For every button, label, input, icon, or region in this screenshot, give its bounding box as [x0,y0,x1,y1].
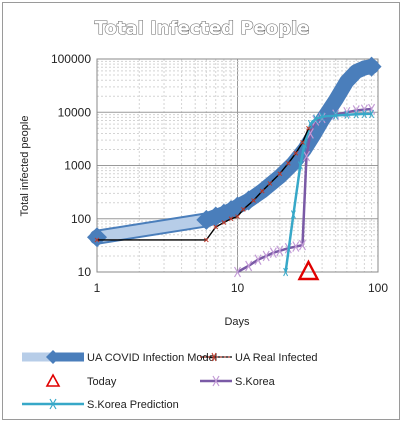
legend-label-skorea: S.Korea [235,376,276,388]
series-point-ua-real [300,140,305,145]
y-tick-label: 1000 [64,159,91,173]
legend-cross-cyan-icon [49,398,57,410]
y-axis-label: Total infected people [19,116,31,217]
series-point-skorea [276,245,284,257]
series-point-skorea [233,266,242,278]
series-point-skorea-prediction [297,161,303,170]
legend-label-skorea-prediction: S.Korea Prediction [87,399,179,411]
series-point-ua-real [240,207,246,212]
series-point-ua-real [277,171,283,177]
legend-item-skorea: S.Korea [200,375,276,388]
series-line-ua-model-light [96,214,208,243]
series-point-skorea [262,250,270,262]
series-point-skorea-prediction [369,109,375,119]
series-point-ua-real [213,224,219,230]
chart-title: Total Infected People [95,18,310,39]
series-point-ua-real [285,160,291,166]
series-point-skorea-prediction [361,109,367,119]
series-point-skorea [254,254,262,266]
x-tick-label: 10 [231,281,245,295]
series-point-skorea [292,241,300,252]
series-point-skorea-prediction [353,109,359,119]
series-point-ua-real [94,237,100,243]
y-tick-label: 10 [78,265,92,279]
series-point-skorea [303,150,311,162]
legend-cross-purple-icon [212,375,220,387]
legend: UA COVID Infection Model UA Real Infecte… [22,350,318,411]
series-point-ua-model [238,190,259,211]
series-point-ua-real [228,216,234,222]
series-point-ua-real [221,220,227,225]
series-point-skorea-prediction [313,114,319,124]
series-point-ua-real [306,125,311,131]
series-point-ua-real [259,188,265,194]
legend-item-skorea-prediction: S.Korea Prediction [22,398,179,411]
series-point-skorea-prediction [283,267,289,277]
series-point-ua-model [361,56,382,77]
series-point-skorea-prediction [307,119,313,129]
series-point-skorea-prediction [344,110,350,119]
today-marker [297,259,320,281]
series-point-ua-real [251,198,256,203]
series-point-skorea [245,260,253,272]
series-point-ua-real [267,181,273,186]
legend-item-today: Today [45,373,117,388]
x-axis-label: Days [224,316,250,328]
series-point-skorea-prediction [290,210,296,219]
legend-item-ua-model: UA COVID Infection Model [22,350,217,364]
legend-label-today: Today [87,376,117,388]
legend-triangle-icon [45,373,61,387]
legend-cross-icon [211,352,217,362]
series-layer [87,56,382,281]
series-point-skorea-prediction [319,112,325,122]
series-point-skorea [368,103,376,115]
series-point-ua-real [235,214,240,219]
legend-label-ua-model: UA COVID Infection Model [87,352,217,364]
legend-label-ua-real: UA Real Infected [235,352,318,364]
x-tick-label: 100 [368,281,388,295]
series-line-skorea-prediction [284,112,372,273]
y-tick-label: 100000 [51,52,91,66]
legend-diamond-icon [46,350,60,364]
series-point-skorea [269,247,277,259]
chart-frame [2,2,400,420]
y-tick-label: 100 [71,212,91,226]
series-point-ua-real [203,237,209,243]
series-point-skorea [298,239,306,251]
x-tick-label: 1 [94,281,101,295]
series-point-ua-model [87,227,107,248]
series-point-ua-real [293,150,299,156]
y-tick-label: 10000 [58,105,92,119]
series-point-skorea-prediction [333,111,339,120]
legend-item-ua-real: UA Real Infected [200,352,318,364]
